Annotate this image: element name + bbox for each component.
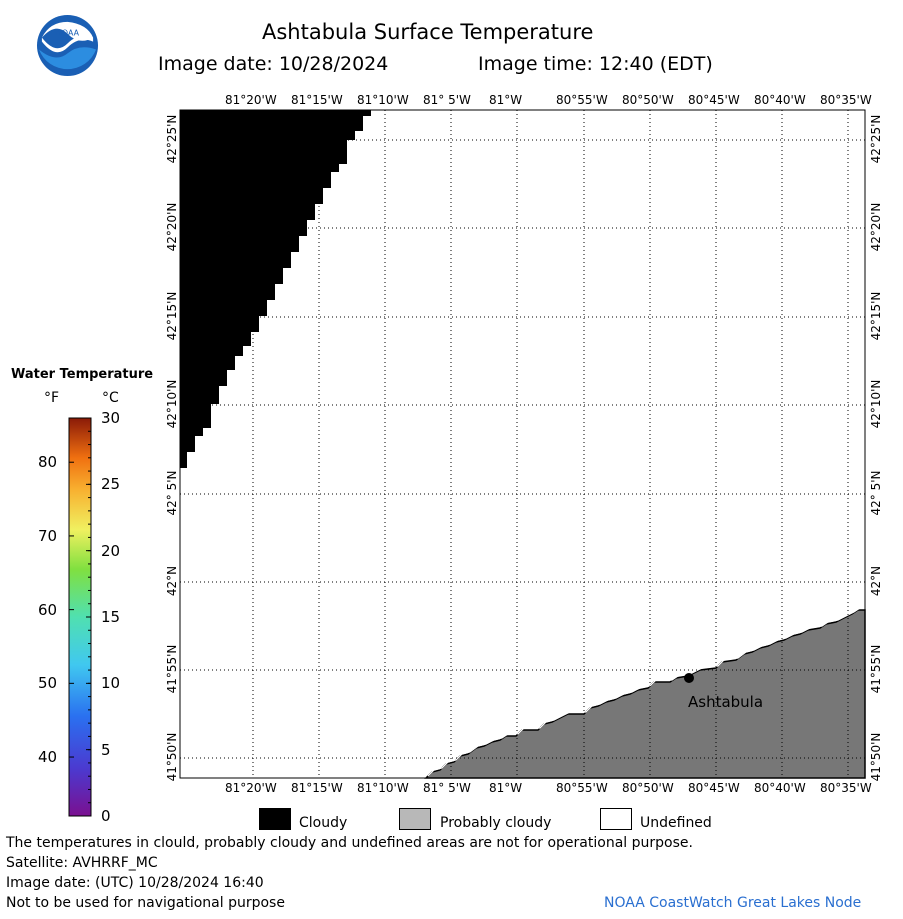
lat-label-right-3: 42°10'N — [869, 379, 883, 429]
legend-probably-cloudy-swatch — [399, 808, 431, 830]
lat-label-left-1: 42°20'N — [165, 202, 179, 252]
lon-label-top-5: 80°55'W — [556, 93, 608, 107]
scale-c-label-1: 25 — [101, 475, 121, 494]
footer-disclaimer: The temperatures in clould, probably clo… — [6, 835, 693, 851]
footer-credit: NOAA CoastWatch Great Lakes Node — [604, 895, 862, 911]
lon-label-bottom-1: 81°15'W — [291, 781, 343, 795]
footer-satellite: Satellite: AVHRRF_MC — [6, 855, 158, 871]
legend-cloudy-label: Cloudy — [299, 815, 348, 831]
lon-label-bottom-3: 81° 5'W — [423, 781, 471, 795]
scale-f-label-0: 80 — [38, 453, 58, 472]
scale-f-label-1: 70 — [38, 526, 58, 545]
scale-title: Water Temperature — [11, 367, 154, 382]
lon-label-bottom-6: 80°50'W — [622, 781, 674, 795]
lon-label-bottom-0: 81°20'W — [225, 781, 277, 795]
lat-label-right-4: 42° 5'N — [869, 470, 883, 516]
color-scale-bar — [68, 417, 92, 817]
scale-c-label-3: 15 — [101, 608, 121, 626]
lat-label-right-1: 42°20'N — [869, 202, 883, 252]
footer-utc-date: Image date: (UTC) 10/28/2024 16:40 — [6, 875, 264, 891]
lon-label-bottom-7: 80°45'W — [688, 781, 740, 795]
scale-f-label-3: 50 — [38, 674, 58, 693]
scale-unit-c: °C — [102, 390, 119, 406]
legend-probably-cloudy-label: Probably cloudy — [440, 815, 552, 831]
scale-f-label-4: 40 — [38, 748, 58, 767]
lon-label-top-2: 81°10'W — [357, 93, 409, 107]
lat-label-right-2: 42°15'N — [869, 291, 883, 341]
lon-label-bottom-4: 81°W — [489, 781, 523, 795]
scale-c-label-6: 0 — [101, 807, 111, 825]
cloudy-region — [180, 110, 371, 468]
legend-cloudy-swatch — [259, 808, 291, 830]
lat-label-right-0: 42°25'N — [869, 114, 883, 164]
lon-label-bottom-5: 80°55'W — [556, 781, 608, 795]
scale-c-label-2: 20 — [101, 541, 121, 560]
legend-undefined-swatch — [600, 808, 632, 830]
lat-label-left-7: 41°50'N — [165, 732, 179, 782]
lat-label-left-3: 42°10'N — [165, 379, 179, 429]
lat-label-left-6: 41°55'N — [165, 644, 179, 694]
lon-label-top-9: 80°35'W — [820, 93, 872, 107]
lat-label-right-7: 41°50'N — [869, 732, 883, 782]
scale-unit-f: °F — [44, 390, 60, 406]
lon-label-bottom-9: 80°35'W — [820, 781, 872, 795]
lon-label-top-4: 81°W — [489, 93, 523, 107]
lon-label-bottom-8: 80°40'W — [754, 781, 806, 795]
scale-c-label-0: 30 — [101, 409, 121, 427]
scale-f-label-2: 60 — [38, 600, 58, 619]
lon-label-top-8: 80°40'W — [754, 93, 806, 107]
scale-c-label-4: 10 — [101, 674, 121, 693]
lon-label-top-6: 80°50'W — [622, 93, 674, 107]
image-date: Image date: 10/28/2024 — [158, 53, 389, 75]
ashtabula-marker — [684, 673, 694, 683]
ashtabula-label: Ashtabula — [688, 693, 763, 711]
probably-cloudy-region — [424, 609, 866, 779]
footer-navigation-warning: Not to be used for navigational purpose — [6, 895, 285, 911]
lat-label-right-6: 41°55'N — [869, 644, 883, 694]
lon-label-top-1: 81°15'W — [291, 93, 343, 107]
lat-label-left-4: 42° 5'N — [165, 470, 179, 516]
scale-c-label-5: 5 — [101, 740, 111, 759]
legend-undefined-label: Undefined — [640, 815, 712, 831]
page-title: Ashtabula Surface Temperature — [262, 20, 594, 44]
lat-label-left-5: 42°N — [165, 565, 179, 597]
lat-label-right-5: 42°N — [869, 565, 883, 597]
lat-label-left-2: 42°15'N — [165, 291, 179, 341]
noaa-logo: NOAA — [36, 14, 99, 77]
lon-label-bottom-2: 81°10'W — [357, 781, 409, 795]
lon-label-top-0: 81°20'W — [225, 93, 277, 107]
lon-label-top-7: 80°45'W — [688, 93, 740, 107]
noaa-logo-text: NOAA — [56, 29, 80, 38]
lat-label-left-0: 42°25'N — [165, 114, 179, 164]
lon-label-top-3: 81° 5'W — [423, 93, 471, 107]
image-time: Image time: 12:40 (EDT) — [478, 53, 713, 75]
